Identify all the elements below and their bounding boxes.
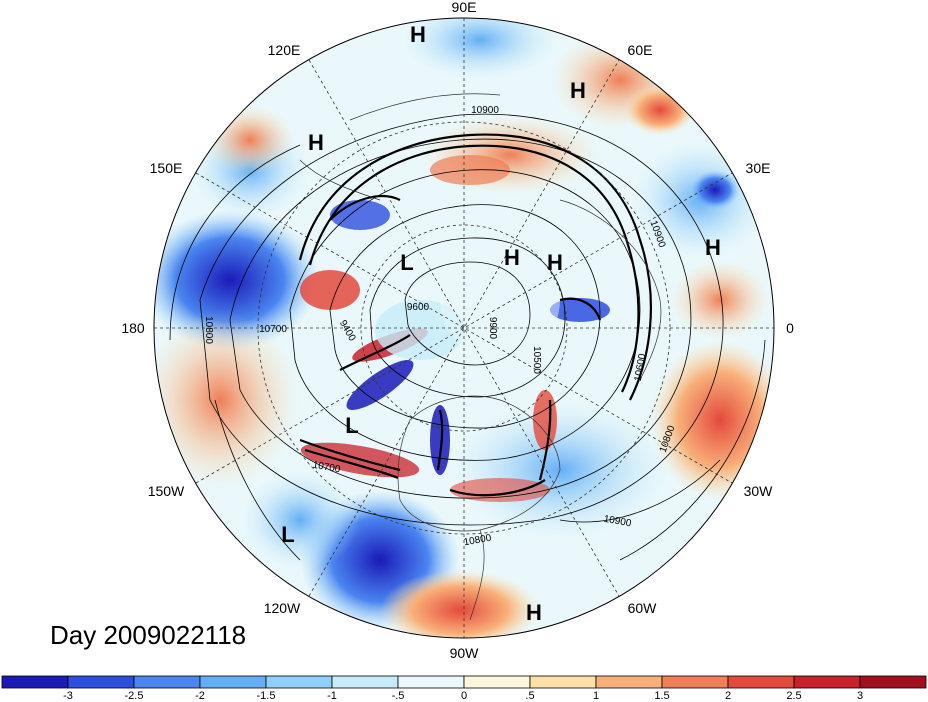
- colorbar-tick-label: 3: [857, 690, 863, 702]
- colorbar: -3 -2.5 -2 -1.5 -1 -.5 0 .5 1 1.5 2 2.5 3: [1, 675, 927, 702]
- colorbar-tick-label: -1.5: [257, 690, 276, 702]
- coastlines: [299, 93, 662, 621]
- colorbar-tick-label: 1.5: [654, 690, 669, 702]
- colorbar-swatch: [199, 675, 267, 689]
- graticule: [154, 18, 774, 638]
- pressure-marker: H: [410, 22, 426, 47]
- longitude-labels: 90E 120E 60E 150E 30E 180 0 150W 30W 120…: [121, 0, 794, 661]
- colorbar-tick-label: -2.5: [125, 690, 144, 702]
- contour-label: 9900: [487, 317, 498, 340]
- colorbar-tick-label: -.5: [392, 690, 405, 702]
- anomaly-field: [154, 18, 774, 638]
- colorbar-swatch: [265, 675, 333, 689]
- contour-label: 10500: [531, 346, 542, 374]
- colorbar-swatch: [727, 675, 795, 689]
- colorbar-swatch: [595, 675, 663, 689]
- colorbar-swatch: [331, 675, 399, 689]
- colorbar-swatch: [463, 675, 531, 689]
- lon-label-60e: 60E: [628, 42, 653, 58]
- lon-label-30e: 30E: [746, 160, 771, 176]
- lon-label-0: 0: [786, 320, 794, 336]
- jet-contours: [298, 133, 653, 497]
- lon-label-90w: 90W: [450, 645, 480, 661]
- colorbar-swatch: [529, 675, 597, 689]
- colorbar-swatch: [397, 675, 465, 689]
- lon-label-30w: 30W: [744, 483, 774, 499]
- day-label: Day 2009022118: [50, 620, 247, 650]
- colorbar-tick-label: -2: [195, 690, 205, 702]
- pressure-marker: H: [308, 130, 324, 155]
- lon-label-180: 180: [121, 320, 145, 336]
- contour-label: 10900: [603, 514, 633, 530]
- lon-label-150w: 150W: [148, 483, 185, 499]
- pressure-marker: H: [705, 235, 721, 260]
- contour-label: 10800: [203, 316, 214, 344]
- colorbar-swatch: [67, 675, 135, 689]
- lon-label-60w: 60W: [628, 600, 658, 616]
- colorbar-tick-label: 1: [593, 690, 599, 702]
- pressure-marker: H: [570, 78, 586, 103]
- colorbar-tick-label: .5: [525, 690, 534, 702]
- pressure-marker: L: [281, 522, 294, 547]
- colorbar-tick-label: -1: [327, 690, 337, 702]
- colorbar-swatch: [1, 675, 69, 689]
- pressure-marker: H: [547, 250, 563, 275]
- contour-label: 10800: [463, 533, 493, 549]
- pressure-systems: H H H H H L H L L H: [281, 22, 721, 625]
- pressure-marker: H: [504, 245, 520, 270]
- map-border: [153, 17, 775, 639]
- colorbar-swatch: [661, 675, 729, 689]
- contour-label: 10900: [471, 105, 499, 116]
- contour-label: 10700: [259, 324, 287, 335]
- pressure-marker: H: [526, 600, 542, 625]
- colorbar-swatch: [133, 675, 201, 689]
- colorbar-tick-label: 2.5: [786, 690, 801, 702]
- lon-label-150e: 150E: [150, 160, 183, 176]
- contour-label: 10600: [633, 352, 649, 382]
- colorbar-tick-label: 2: [725, 690, 731, 702]
- lon-label-90e: 90E: [452, 0, 477, 15]
- colorbar-swatch: [859, 675, 927, 689]
- contour-label: 9600: [407, 302, 430, 313]
- pressure-marker: L: [345, 413, 358, 438]
- lon-label-120w: 120W: [264, 600, 301, 616]
- colorbar-tick-label: 0: [461, 690, 467, 702]
- colorbar-swatch: [793, 675, 861, 689]
- contour-label: 10700: [312, 460, 342, 476]
- lon-label-120e: 120E: [268, 42, 301, 58]
- pressure-marker: L: [400, 250, 413, 275]
- colorbar-tick-label: -3: [63, 690, 73, 702]
